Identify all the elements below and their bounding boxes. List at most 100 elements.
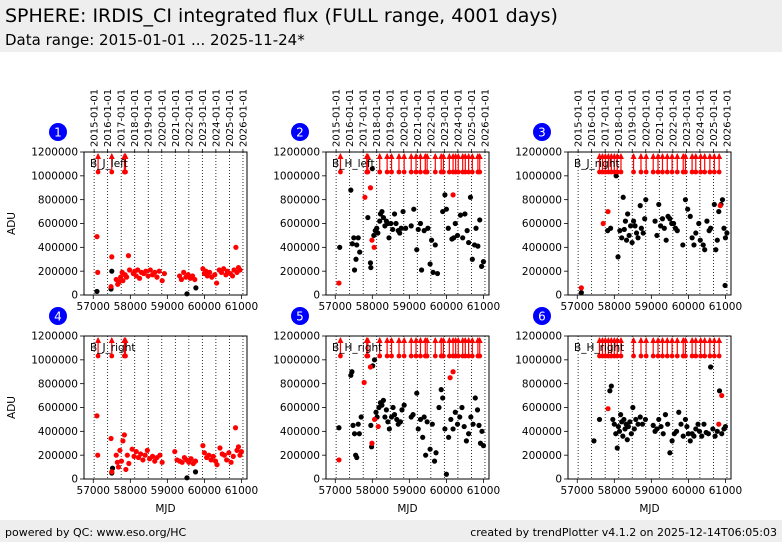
data-point-red xyxy=(336,457,342,463)
data-point-black xyxy=(434,270,441,277)
overflow-arrow-head xyxy=(408,153,415,159)
data-point-red xyxy=(126,460,132,467)
data-point-red xyxy=(228,459,234,465)
data-point-black xyxy=(462,211,468,217)
data-point-black xyxy=(375,230,381,236)
data-point-red xyxy=(605,208,611,215)
data-point-black xyxy=(678,421,684,427)
overflow-arrow-head xyxy=(630,337,637,343)
data-point-black xyxy=(661,225,667,231)
data-point-red xyxy=(450,369,456,375)
overflow-arrow-head xyxy=(711,337,718,343)
overflow-arrow-head xyxy=(669,153,676,159)
overflow-arrow-head xyxy=(395,153,402,159)
overflow-arrow-head xyxy=(440,337,447,343)
top-date-label: 2015-01-01 xyxy=(332,89,343,147)
data-point-black xyxy=(351,267,358,273)
data-point-black xyxy=(620,433,626,439)
footer-bar: powered by QC: www.eso.org/HC created by… xyxy=(0,520,782,542)
data-point-red xyxy=(201,450,207,456)
top-date-label: 2016-01-01 xyxy=(345,89,356,147)
y-tick-label: 1200000 xyxy=(31,147,78,159)
data-point-black xyxy=(687,213,693,219)
overflow-arrow-head xyxy=(364,153,371,159)
data-point-black xyxy=(614,445,620,451)
overflow-point xyxy=(698,353,704,359)
data-point-black xyxy=(662,412,669,418)
x-tick-label: 57000 xyxy=(319,301,352,313)
x-tick-label: 57000 xyxy=(319,485,352,497)
data-point-black xyxy=(365,214,371,221)
data-point-black xyxy=(425,225,431,231)
data-point-red xyxy=(144,447,150,453)
overflow-arrow-head xyxy=(376,153,383,159)
data-point-black xyxy=(633,416,639,423)
y-tick-label: 1000000 xyxy=(515,170,562,182)
data-point-black xyxy=(640,230,646,236)
top-date-label: 2017-01-01 xyxy=(359,89,370,147)
data-point-black xyxy=(608,383,614,389)
data-point-red xyxy=(95,269,101,275)
overflow-point xyxy=(693,353,699,359)
overflow-arrow-head xyxy=(122,153,129,159)
data-point-black xyxy=(669,438,675,444)
x-tick-label: 58000 xyxy=(114,301,147,313)
data-point-red xyxy=(159,278,165,284)
data-point-red xyxy=(115,464,122,470)
overflow-point xyxy=(377,169,383,175)
data-point-red xyxy=(214,280,220,286)
data-point-black xyxy=(410,412,416,418)
panel-badge-number: 2 xyxy=(296,125,304,139)
data-point-red xyxy=(94,413,100,419)
data-point-black xyxy=(474,407,481,413)
data-point-black xyxy=(633,230,640,236)
y-tick-label: 0 xyxy=(313,290,320,302)
data-point-black xyxy=(398,225,404,231)
data-point-black xyxy=(621,226,627,233)
data-point-black xyxy=(454,232,461,239)
x-axis-label: MJD xyxy=(639,503,659,515)
data-point-red xyxy=(126,267,133,273)
y-tick-label: 0 xyxy=(71,474,78,486)
y-tick-label: 200000 xyxy=(280,450,320,462)
data-point-red xyxy=(113,452,119,458)
data-point-red xyxy=(123,466,129,473)
y-tick-label: 600000 xyxy=(280,218,320,230)
data-point-black xyxy=(394,416,400,423)
data-point-red xyxy=(131,453,137,459)
data-point-black xyxy=(693,426,699,432)
data-point-black xyxy=(380,214,387,221)
overflow-arrow-head xyxy=(401,153,408,159)
x-tick-label: 59000 xyxy=(635,485,668,497)
y-tick-label: 1000000 xyxy=(273,354,320,366)
data-point-black xyxy=(480,443,487,449)
panel-5: 57000 58000 59000 60000 61000 0 200000 400000 60… xyxy=(273,307,500,515)
data-point-black xyxy=(379,402,385,408)
series-label: B_J_right xyxy=(574,158,619,170)
data-point-red xyxy=(229,273,236,279)
data-point-red xyxy=(716,421,722,427)
top-date-label: 2025-01-01 xyxy=(709,89,720,147)
data-point-black xyxy=(711,201,717,208)
overflow-point xyxy=(441,353,446,359)
data-point-red xyxy=(605,406,611,412)
overflow-arrow-head xyxy=(716,337,723,343)
data-point-red xyxy=(206,452,212,458)
data-point-black xyxy=(385,419,391,425)
data-point-black xyxy=(712,433,718,439)
data-point-black xyxy=(626,232,632,239)
data-point-black xyxy=(421,228,427,234)
overflow-arrow-head xyxy=(674,153,681,159)
data-point-black xyxy=(724,230,730,236)
y-tick-label: 600000 xyxy=(522,218,562,230)
data-point-black xyxy=(631,426,637,432)
data-point-black xyxy=(367,260,374,266)
x-tick-label: 61000 xyxy=(709,485,742,497)
overflow-arrow-head xyxy=(701,337,708,343)
x-tick-label: 61000 xyxy=(467,485,500,497)
panel-badge-number: 6 xyxy=(538,309,546,323)
data-point-black xyxy=(369,166,375,172)
data-point-red xyxy=(109,254,115,260)
overflow-point xyxy=(683,169,688,175)
y-tick-label: 1200000 xyxy=(515,147,562,159)
